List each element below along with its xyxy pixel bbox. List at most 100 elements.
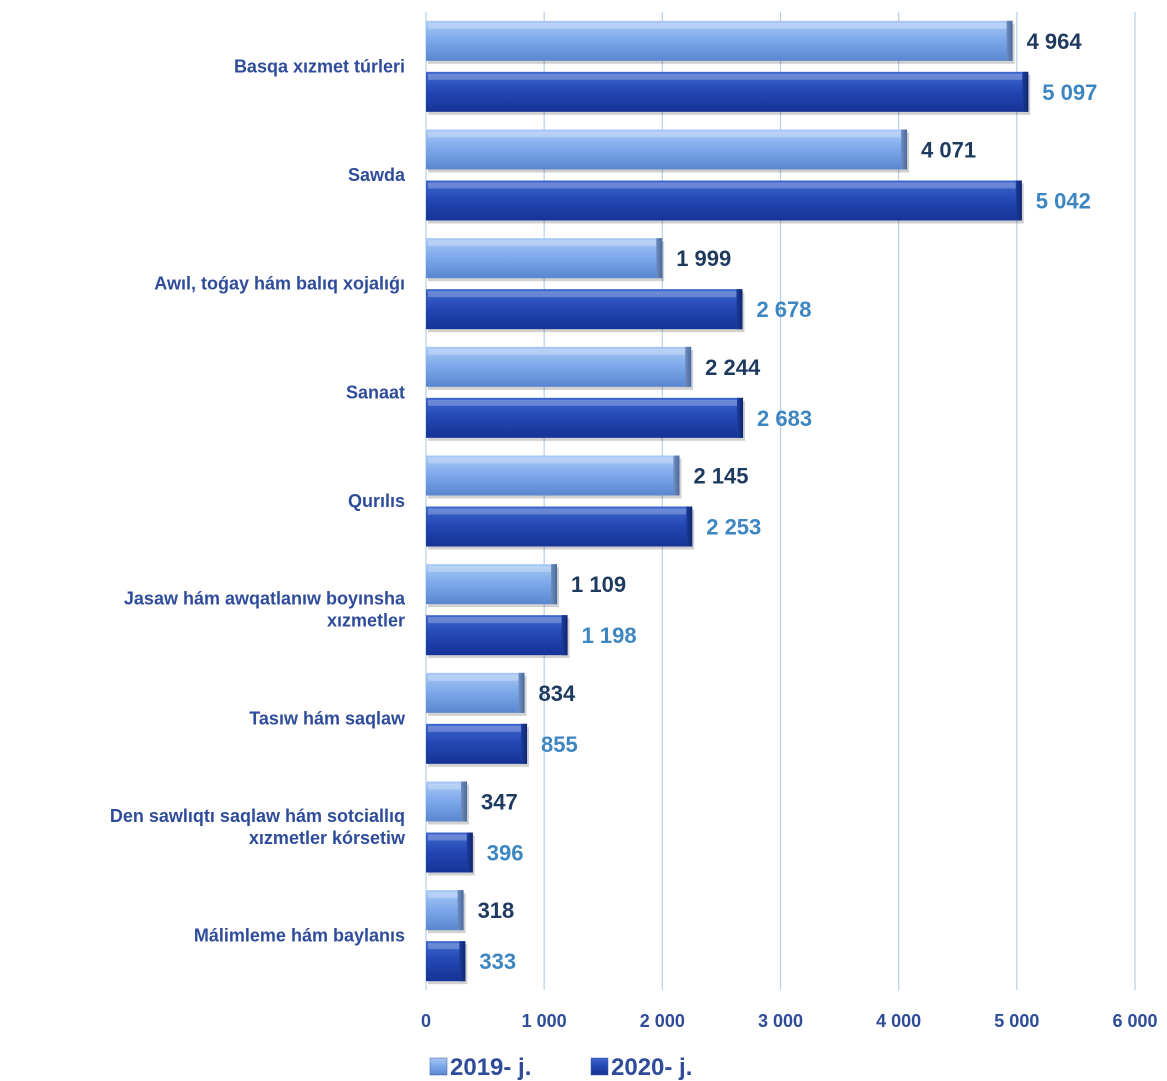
bar-highlight: [428, 22, 1011, 29]
bar-end-cap: [461, 781, 468, 822]
x-tick-label: 6 000: [1112, 1011, 1157, 1031]
data-label: 1 198: [582, 623, 637, 648]
bar-end-cap: [737, 397, 744, 438]
bar: [426, 723, 528, 764]
bar-highlight: [428, 674, 523, 681]
category-label: Qurılıs: [348, 491, 405, 511]
data-label: 2 683: [757, 406, 812, 431]
data-label: 4 964: [1027, 29, 1083, 54]
bar: [426, 455, 680, 496]
bar-highlight: [428, 617, 566, 624]
bar: [426, 397, 744, 438]
data-label: 1 109: [571, 572, 626, 597]
bar-highlight: [428, 508, 691, 515]
category-label: Málimleme hám baylanıs: [194, 926, 405, 946]
bar-highlight: [428, 457, 678, 464]
legend-label: 2019- j.: [450, 1054, 531, 1081]
bars: 4 964 5 097 4 071 5 042 1 999 2 678 2 244 2 683…: [426, 20, 1097, 985]
x-tick-label: 4 000: [876, 1011, 921, 1031]
legend-swatch: [590, 1057, 609, 1076]
bar-end-cap: [1015, 180, 1022, 221]
bar: [426, 890, 464, 931]
bar-highlight: [428, 73, 1027, 80]
data-label: 2 678: [756, 297, 811, 322]
bar: [426, 71, 1029, 112]
bar-end-cap: [656, 238, 663, 279]
data-label: 1 999: [676, 246, 731, 271]
bar-highlight: [428, 399, 742, 406]
data-label: 333: [479, 949, 516, 974]
bar-end-cap: [521, 723, 528, 764]
bar-highlight: [428, 943, 464, 950]
bar: [426, 238, 663, 279]
category-label: Basqa xızmet túrleri: [234, 56, 405, 76]
category-label: xızmetler: [327, 611, 405, 631]
bar-end-cap: [561, 615, 568, 656]
x-axis-ticks: 0 1 000 2 000 3 000 4 000 5 000 6 000: [421, 1011, 1158, 1031]
category-label: Den sawlıqtı saqlaw hám sotciallıq: [110, 806, 405, 826]
data-label: 4 071: [921, 138, 976, 163]
bar-end-cap: [736, 289, 743, 330]
bar-end-cap: [457, 890, 464, 931]
data-label: 5 097: [1042, 80, 1097, 105]
x-tick-label: 0: [421, 1011, 431, 1031]
bar: [426, 564, 558, 605]
bar-highlight: [428, 892, 462, 899]
x-tick-label: 3 000: [758, 1011, 803, 1031]
grid-lines: [425, 12, 1136, 990]
category-label: Awıl, toǵay hám balıq xojalıǵı: [154, 274, 405, 294]
bar-highlight: [428, 348, 690, 355]
data-label: 318: [478, 898, 515, 923]
bar: [426, 180, 1022, 221]
bar-end-cap: [518, 672, 525, 713]
bar: [426, 129, 908, 170]
bar-end-cap: [551, 564, 558, 605]
legend-label: 2020- j.: [611, 1054, 692, 1081]
bar-end-cap: [673, 455, 680, 496]
x-tick-label: 5 000: [994, 1011, 1039, 1031]
bar: [426, 289, 743, 330]
bar-end-cap: [685, 346, 692, 387]
bar: [426, 781, 468, 822]
data-label: 2 253: [706, 515, 761, 540]
bar-end-cap: [686, 506, 693, 547]
category-label: Jasaw hám awqatlanıw boyınsha: [124, 589, 406, 609]
bar-highlight: [428, 834, 471, 841]
bar-highlight: [428, 131, 906, 138]
bar: [426, 615, 568, 656]
bar-end-cap: [1006, 20, 1013, 61]
bar: [426, 672, 525, 713]
category-label: Tasıw hám saqlaw: [249, 708, 406, 728]
bar-end-cap: [459, 941, 466, 982]
bar-highlight: [428, 566, 556, 573]
bar-highlight: [428, 182, 1020, 189]
bar-highlight: [428, 783, 466, 790]
bar-end-cap: [901, 129, 908, 170]
bar: [426, 20, 1013, 61]
bar-highlight: [428, 291, 741, 298]
x-tick-label: 2 000: [640, 1011, 685, 1031]
category-label: Sawda: [348, 165, 406, 185]
data-label: 834: [539, 681, 576, 706]
x-tick-label: 1 000: [522, 1011, 567, 1031]
data-label: 347: [481, 790, 518, 815]
category-label: Sanaat: [346, 382, 405, 402]
bar: [426, 941, 466, 982]
bar: [426, 506, 693, 547]
bar-end-cap: [466, 832, 473, 873]
data-label: 5 042: [1036, 189, 1091, 214]
category-labels: Basqa xızmet túrleri Sawda Awıl, toǵay hám…: [110, 56, 406, 945]
legend-swatch: [429, 1057, 448, 1076]
data-label: 2 244: [705, 355, 761, 380]
data-label: 396: [487, 841, 524, 866]
bar-highlight: [428, 725, 526, 732]
bar-end-cap: [1022, 71, 1029, 112]
bar: [426, 832, 473, 873]
legend: 2019- j. 2020- j.: [429, 1054, 692, 1081]
data-label: 2 145: [693, 464, 748, 489]
category-label: xızmetler kórsetiw: [249, 828, 406, 848]
data-label: 855: [541, 732, 578, 757]
bar: [426, 346, 692, 387]
bar-highlight: [428, 240, 661, 247]
